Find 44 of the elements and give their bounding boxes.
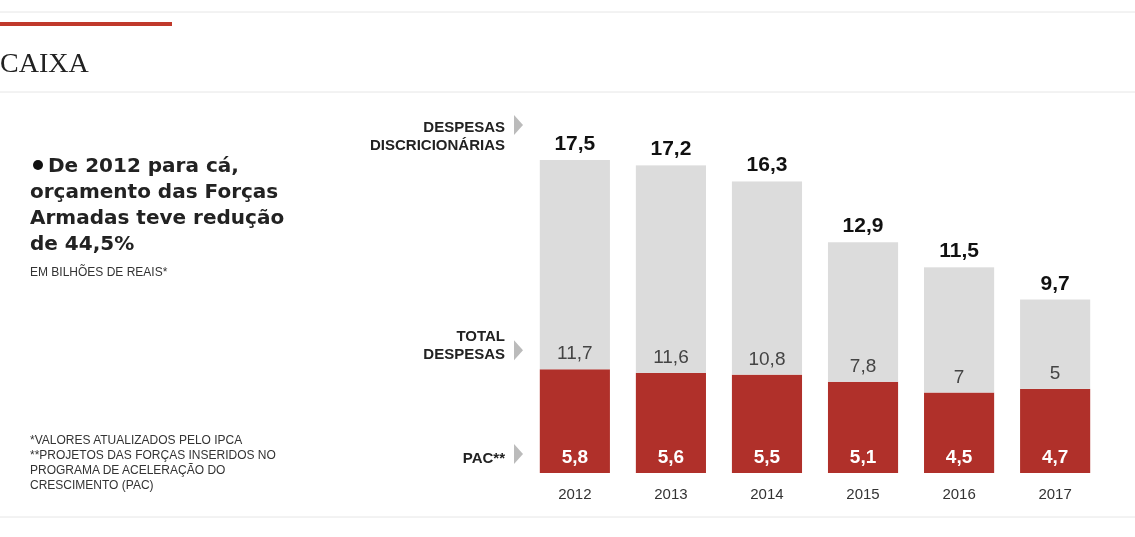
data-label: 4,5 [945, 446, 973, 467]
total-label: 16,3 [746, 152, 788, 176]
x-tick-label: 2016 [942, 485, 976, 502]
bar [1020, 388, 1091, 473]
text: De 2012 para cá, orçamento das Forças Armadas teve redução de 44,5% [30, 153, 285, 255]
total-label: 17,2 [650, 136, 692, 160]
text: PAC** [462, 449, 506, 466]
text: DESPESAS DISCRICIONÁRIAS [369, 118, 505, 153]
data-label: 5 [1049, 361, 1061, 383]
data-label: 5,1 [849, 446, 877, 467]
data-label: 5,8 [561, 446, 589, 467]
bar [1020, 299, 1091, 389]
data-label: 11,7 [557, 342, 593, 364]
text: *VALORES ATUALIZADOS PELO IPCA [30, 433, 243, 447]
data-label: 5,5 [753, 446, 781, 467]
x-tick-label: 2015 [846, 485, 880, 502]
total-label: 9,7 [1040, 270, 1070, 294]
data-label: 4,7 [1041, 446, 1069, 467]
text: CAIXA [0, 47, 90, 78]
bar [731, 181, 803, 375]
bar [827, 381, 899, 473]
total-label: 12,9 [842, 213, 884, 237]
data-label: 11,6 [653, 345, 689, 367]
bar [827, 242, 899, 382]
data-label: 5,6 [657, 446, 685, 467]
bar [635, 372, 706, 473]
text: EM BILHÕES DE REAIS* [30, 264, 168, 279]
x-tick-label: 2017 [1038, 485, 1072, 502]
total-label: 17,5 [554, 131, 596, 154]
x-tick-label: 2013 [654, 485, 688, 502]
data-label: 7 [953, 365, 965, 387]
data-label: 7,8 [849, 354, 877, 376]
bar [539, 160, 610, 370]
bar [539, 369, 610, 473]
data-label: 10,8 [748, 347, 786, 369]
bar [924, 392, 995, 473]
bar [635, 165, 706, 373]
text: **PROJETOS DAS FORÇAS INSERIDOS NO PROGRAMA DE ACELERAÇÃO DO CRESCIMENTO (PAC) [30, 448, 276, 492]
total-label: 11,5 [939, 238, 980, 262]
x-tick-label: 2014 [750, 485, 784, 502]
text: TOTAL DESPESAS [423, 327, 505, 363]
bar [924, 267, 995, 393]
bar [731, 374, 803, 473]
x-tick-label: 2012 [558, 485, 592, 502]
